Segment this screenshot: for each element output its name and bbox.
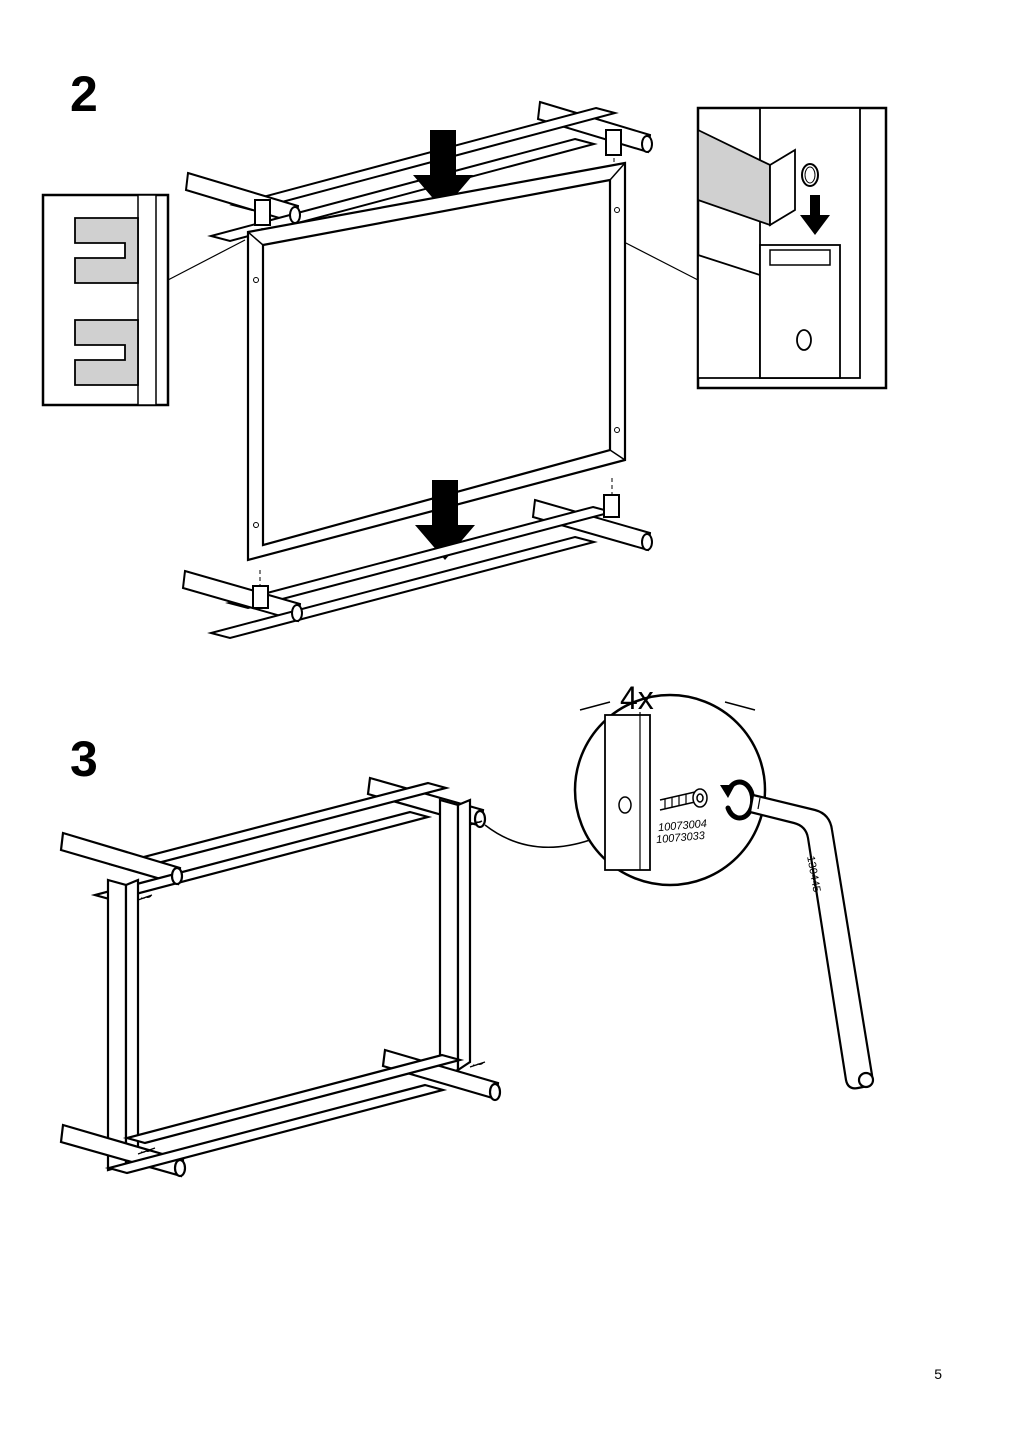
allen-key: [750, 795, 873, 1088]
step-number-2: 2: [70, 65, 98, 123]
step-number-3: 3: [70, 730, 98, 788]
assembled-frame: [61, 778, 500, 1176]
detail-box-left: [43, 195, 168, 405]
quantity-label: 4x: [620, 680, 654, 717]
callout-line-right: [620, 240, 698, 280]
detail-circle: [485, 695, 765, 885]
callout-line-left: [168, 240, 245, 280]
detail-box-right: [698, 108, 886, 388]
page-number: 5: [934, 1366, 942, 1382]
